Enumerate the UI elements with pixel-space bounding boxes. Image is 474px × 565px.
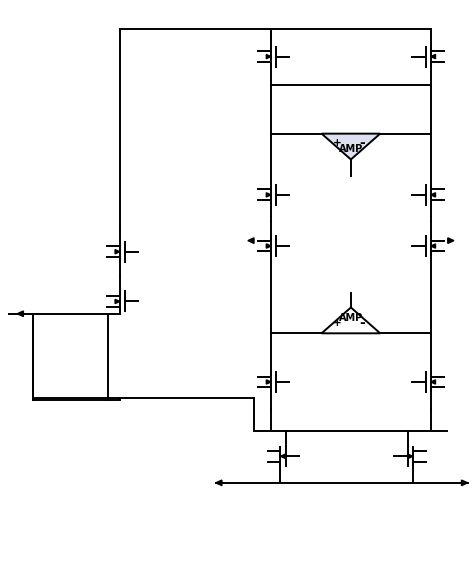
Polygon shape bbox=[462, 480, 468, 485]
Text: +: + bbox=[333, 319, 342, 328]
Polygon shape bbox=[408, 454, 413, 458]
Text: +: + bbox=[333, 138, 342, 149]
Polygon shape bbox=[17, 311, 23, 316]
Text: -: - bbox=[359, 137, 365, 150]
Polygon shape bbox=[431, 380, 436, 384]
Polygon shape bbox=[431, 193, 436, 197]
Polygon shape bbox=[216, 480, 222, 485]
Polygon shape bbox=[431, 244, 436, 248]
Polygon shape bbox=[448, 238, 454, 244]
Polygon shape bbox=[115, 299, 120, 303]
Polygon shape bbox=[248, 238, 254, 244]
Text: -: - bbox=[359, 316, 365, 331]
Polygon shape bbox=[321, 307, 380, 333]
Polygon shape bbox=[266, 380, 271, 384]
Bar bbox=[33, 314, 109, 400]
Polygon shape bbox=[266, 193, 271, 197]
Text: AMP: AMP bbox=[339, 144, 363, 154]
Polygon shape bbox=[431, 54, 436, 59]
Polygon shape bbox=[321, 134, 380, 159]
Text: AMP: AMP bbox=[339, 314, 363, 323]
Polygon shape bbox=[266, 54, 271, 59]
Polygon shape bbox=[266, 244, 271, 248]
Polygon shape bbox=[281, 454, 285, 458]
Polygon shape bbox=[115, 250, 120, 254]
